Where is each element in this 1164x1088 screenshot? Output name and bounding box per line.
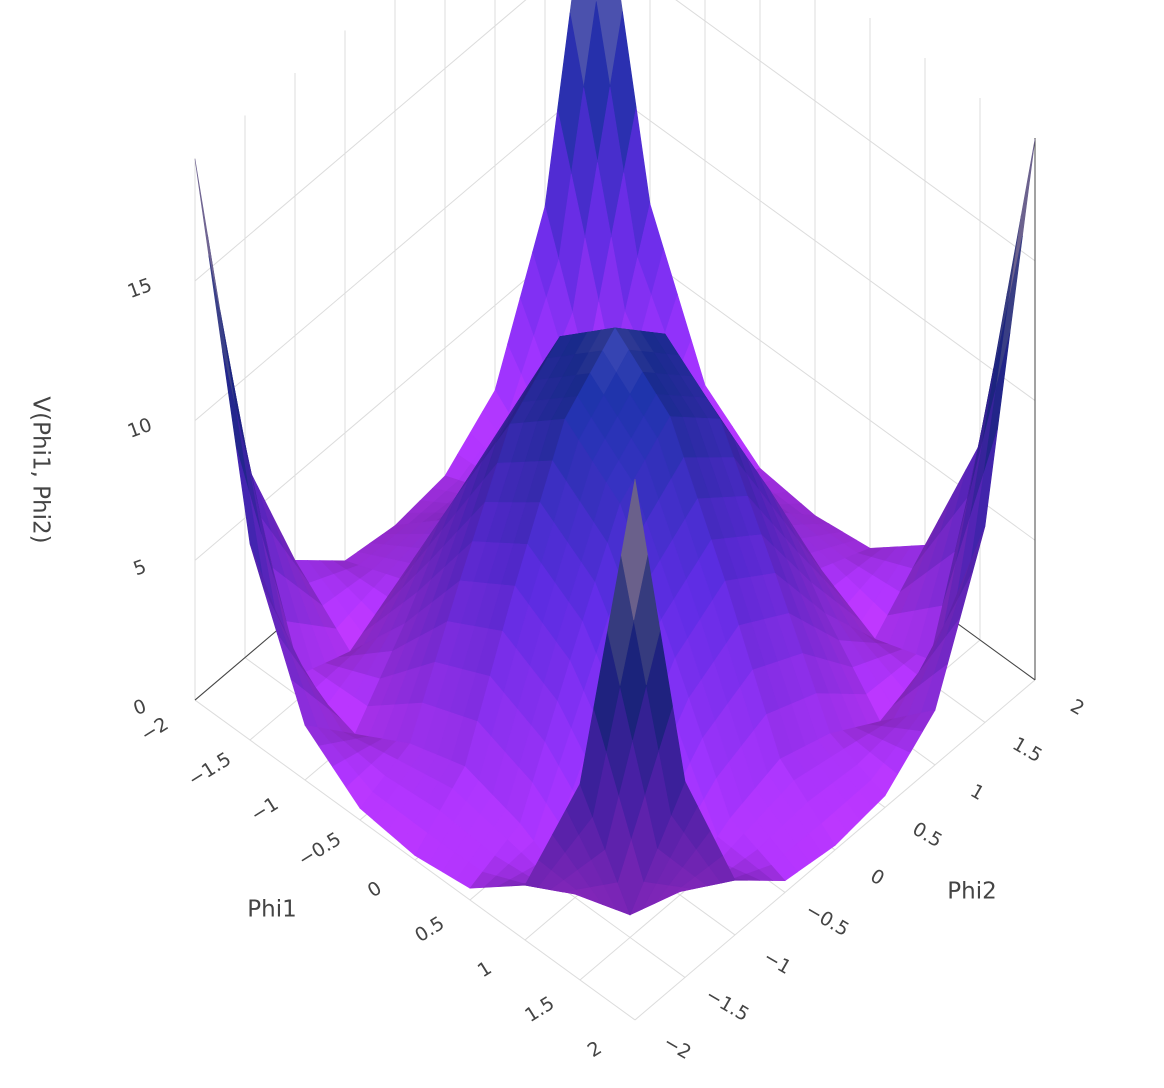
grid-line [594, 80, 1036, 401]
z-tick-label: 0 [130, 695, 149, 720]
z-tick-label: 15 [125, 274, 155, 303]
x-tick-label: 1.5 [521, 992, 558, 1027]
y-tick-label: 1 [967, 780, 988, 805]
y-tick-label: −2 [660, 1031, 695, 1064]
surface-patch [995, 235, 1023, 388]
y-tick-label: −1.5 [702, 984, 753, 1026]
grid-line [194, 0, 527, 282]
x-tick-label: 0 [364, 877, 386, 902]
grid-line [194, 80, 596, 422]
x-axis-title: Phi1 [247, 897, 296, 923]
surface-patch [207, 234, 235, 386]
x-tick-label: −0.5 [294, 828, 345, 871]
grid-line [194, 699, 636, 1021]
y-tick-label: 0 [867, 865, 888, 890]
z-tick-label: 10 [125, 414, 155, 443]
y-tick-label: 0.5 [909, 818, 946, 852]
y-tick-label: −1 [760, 946, 795, 979]
surface-patch [220, 320, 248, 460]
x-tick-label: −1.5 [184, 748, 235, 791]
x-tick-label: 1 [474, 957, 496, 982]
y-tick-label: −0.5 [802, 899, 853, 941]
x-tick-label: 2 [584, 1037, 606, 1062]
surface-patch [208, 255, 236, 406]
surface-patch [194, 159, 222, 321]
surface-patch [1008, 139, 1036, 302]
x-tick-label: 0.5 [411, 912, 448, 947]
surface-patch [620, 479, 648, 621]
x-tick-label: −1 [247, 793, 282, 827]
y-axis-title: Phi2 [947, 879, 996, 905]
z-tick-label: 5 [130, 555, 149, 580]
z-axis-title: V(Phi1, Phi2) [28, 396, 54, 543]
grid-line [675, 0, 1036, 262]
y-tick-label: 2 [1067, 695, 1088, 720]
y-tick-label: 1.5 [1009, 733, 1046, 767]
